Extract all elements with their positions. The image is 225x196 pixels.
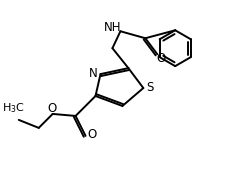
Text: S: S: [147, 81, 154, 93]
Text: NH: NH: [104, 21, 121, 34]
Text: O: O: [47, 103, 56, 115]
Text: O: O: [87, 128, 96, 141]
Text: H$_3$C: H$_3$C: [2, 101, 25, 115]
Text: N: N: [89, 67, 98, 80]
Text: O: O: [157, 52, 166, 65]
